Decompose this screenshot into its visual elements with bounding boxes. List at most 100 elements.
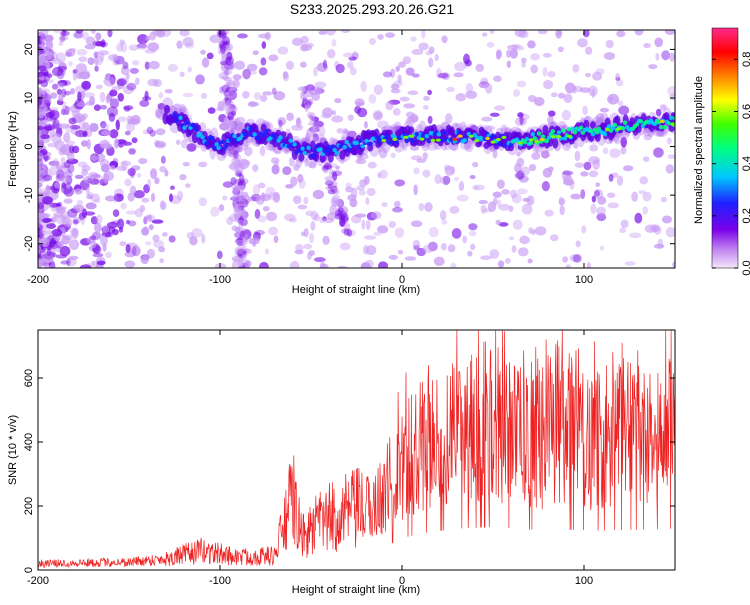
spectral-blob bbox=[238, 173, 245, 184]
spectral-blob bbox=[51, 83, 59, 90]
spectral-blob bbox=[38, 87, 43, 93]
spectral-blob bbox=[38, 165, 42, 177]
spectral-blob bbox=[187, 66, 192, 73]
spectral-blob bbox=[242, 91, 250, 99]
spectral-blob bbox=[313, 213, 321, 222]
spectral-blob bbox=[268, 226, 279, 236]
spectral-blob bbox=[227, 111, 235, 121]
spectral-blob bbox=[139, 204, 146, 213]
spectral-blob bbox=[134, 208, 143, 218]
spectral-blob bbox=[518, 175, 529, 183]
spectral-blob bbox=[385, 100, 394, 111]
spectral-blob bbox=[306, 145, 311, 151]
spectral-blob bbox=[550, 92, 558, 98]
spectral-blob bbox=[549, 234, 559, 242]
spectral-blob bbox=[351, 215, 362, 224]
spectral-blob bbox=[664, 30, 675, 35]
spectral-blob bbox=[145, 35, 151, 41]
spectral-blob bbox=[107, 53, 119, 62]
spectral-blob bbox=[174, 118, 179, 124]
spectral-blob bbox=[116, 43, 124, 52]
spectral-blob bbox=[331, 115, 344, 123]
spectral-blob bbox=[658, 124, 664, 130]
spectral-blob bbox=[481, 32, 488, 37]
spectral-blob bbox=[59, 30, 70, 37]
spectral-blob bbox=[70, 88, 75, 95]
spectral-blob bbox=[89, 178, 100, 185]
spectral-blob bbox=[75, 30, 84, 34]
spectral-blob bbox=[155, 30, 166, 38]
spectral-blob bbox=[521, 57, 527, 64]
spectral-blob bbox=[41, 90, 46, 95]
spectral-blob bbox=[540, 150, 550, 159]
spectral-blob bbox=[290, 176, 298, 187]
y-tick-label-top: -10 bbox=[23, 187, 35, 203]
spectral-blob bbox=[667, 85, 675, 97]
spectral-blob bbox=[440, 242, 447, 251]
spectral-blob bbox=[105, 95, 110, 104]
spectral-blob bbox=[594, 189, 601, 197]
spectral-blob bbox=[517, 188, 528, 195]
spectral-blob bbox=[228, 137, 233, 142]
spectral-blob bbox=[101, 130, 112, 136]
spectral-blob bbox=[77, 161, 88, 168]
y-tick-label-bottom: 400 bbox=[23, 433, 35, 451]
spectral-blob bbox=[339, 220, 346, 227]
spectral-blob bbox=[95, 32, 102, 41]
spectral-blob bbox=[403, 103, 416, 109]
spectral-blob bbox=[607, 202, 620, 209]
spectral-blob bbox=[179, 30, 190, 37]
spectral-blob bbox=[109, 129, 119, 139]
spectral-blob bbox=[599, 245, 605, 251]
spectral-blob bbox=[137, 34, 149, 45]
spectral-blob bbox=[608, 173, 614, 182]
spectral-blob bbox=[296, 117, 301, 126]
spectral-blob bbox=[469, 243, 476, 251]
spectral-blob bbox=[38, 172, 50, 182]
spectral-blob bbox=[229, 80, 234, 85]
spectral-blob bbox=[667, 154, 675, 160]
spectral-blob bbox=[653, 225, 662, 235]
spectral-blob bbox=[237, 260, 246, 266]
spectral-blob bbox=[490, 140, 496, 144]
spectral-blob bbox=[264, 248, 269, 255]
spectral-blob bbox=[50, 107, 59, 112]
spectral-blob bbox=[230, 177, 237, 186]
snr-series-line bbox=[38, 330, 675, 569]
spectral-blob bbox=[347, 61, 354, 69]
spectral-blob bbox=[288, 156, 295, 167]
spectral-blob bbox=[318, 147, 323, 152]
spectral-blob bbox=[159, 30, 172, 37]
spectral-blob bbox=[170, 185, 175, 190]
spectral-blob bbox=[480, 204, 487, 214]
spectral-blob bbox=[472, 161, 479, 168]
spectral-blob bbox=[509, 189, 517, 199]
x-tick-label-top: 100 bbox=[575, 274, 593, 286]
spectral-blob bbox=[661, 50, 671, 61]
spectral-blob bbox=[624, 261, 636, 266]
spectral-blob bbox=[590, 131, 596, 137]
spectral-blob bbox=[73, 31, 84, 39]
spectral-blob bbox=[552, 137, 559, 149]
spectral-blob bbox=[39, 48, 45, 55]
spectral-blob bbox=[521, 203, 533, 215]
spectral-blob bbox=[436, 132, 441, 137]
spectral-blob bbox=[99, 104, 108, 110]
spectral-blob bbox=[151, 219, 164, 224]
spectral-blob bbox=[566, 127, 572, 132]
spectral-blob bbox=[332, 147, 337, 153]
spectral-blob bbox=[310, 221, 316, 231]
spectral-blob bbox=[222, 195, 228, 201]
spectral-blob bbox=[254, 229, 266, 236]
spectral-blob bbox=[216, 250, 223, 260]
spectral-blob bbox=[374, 135, 379, 140]
spectral-blob bbox=[109, 89, 118, 97]
spectral-blob bbox=[234, 60, 246, 70]
spectral-blob bbox=[261, 41, 267, 49]
spectral-blob bbox=[484, 83, 493, 94]
spectral-blob bbox=[670, 122, 675, 126]
spectral-blob bbox=[100, 41, 109, 48]
spectral-blob bbox=[60, 108, 66, 116]
spectral-blob bbox=[374, 111, 382, 120]
spectral-blob bbox=[164, 169, 169, 177]
